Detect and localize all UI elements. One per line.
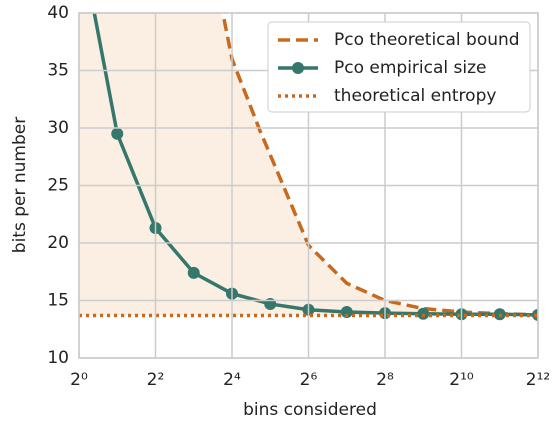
point: [187, 266, 200, 279]
point: [111, 127, 124, 140]
legend-label: Pco theoretical bound: [334, 30, 520, 50]
x-tick-label: 2⁴: [223, 370, 241, 390]
point: [340, 306, 353, 318]
plot-frame: [78, 12, 539, 359]
x-tick-label: 2²: [147, 370, 165, 390]
y-tick-label: 15: [47, 291, 69, 311]
x-tick-label: 2⁶: [300, 370, 318, 390]
y-tick-label: 20: [47, 233, 69, 253]
legend-label: theoretical entropy: [334, 86, 496, 106]
x-tick-label: 2⁰: [70, 370, 88, 390]
y-tick-label: 35: [47, 61, 69, 81]
y-axis-label: bits per number: [10, 117, 30, 253]
y-tick-label: 40: [47, 3, 69, 23]
y-tick-label: 25: [47, 176, 69, 196]
legend-box: [267, 21, 531, 113]
x-axis-label: bins considered: [243, 400, 377, 420]
legend-marker: [292, 62, 304, 74]
y-tick-label: 30: [47, 118, 69, 138]
y-tick-label: 10: [47, 348, 69, 368]
shaded-region: [79, 13, 538, 316]
legend-label: Pco empirical size: [334, 58, 487, 78]
x-tick-label: 2¹⁰: [449, 370, 474, 390]
x-tick-label: 2¹²: [526, 370, 550, 390]
x-tick-label: 2⁸: [376, 370, 394, 390]
